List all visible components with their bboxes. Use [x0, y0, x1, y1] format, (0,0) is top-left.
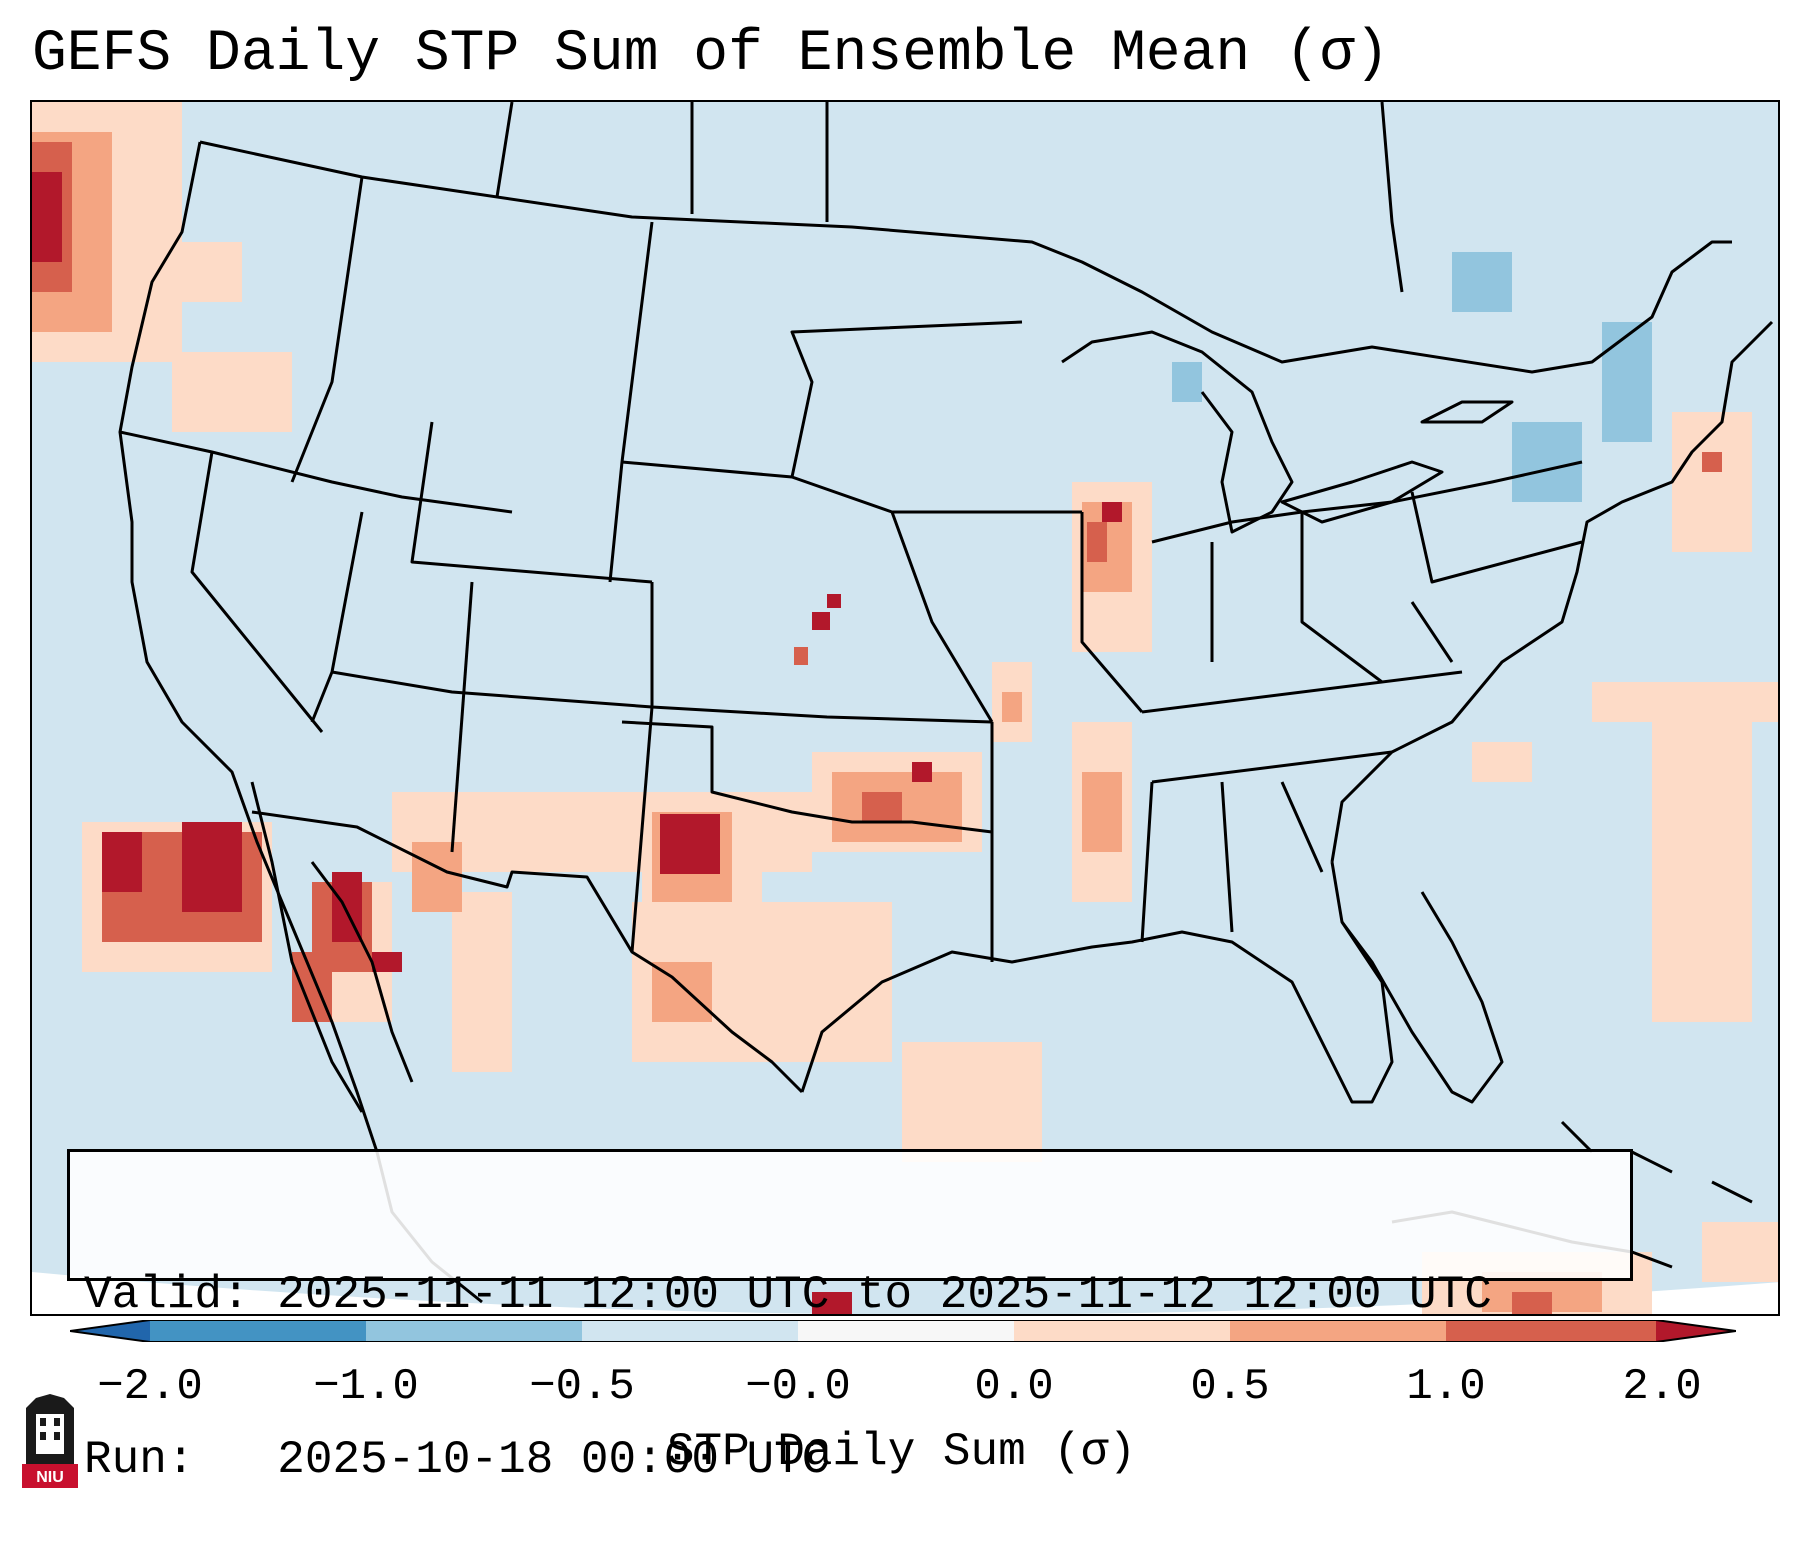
- colorbar-tick-label: −0.0: [745, 1362, 851, 1412]
- valid-run-info-box: Valid: 2025-11-11 12:00 UTC to 2025-11-1…: [67, 1149, 1633, 1486]
- state-line-19: [1151, 750, 1393, 784]
- colorbar-bin-4: [798, 1320, 1014, 1342]
- state-line-12: [621, 720, 993, 834]
- state-line-21: [1151, 460, 1583, 544]
- colorbar-bin-1: [150, 1320, 366, 1342]
- anomaly-cells: [32, 102, 1778, 1314]
- niu-logo-icon: NIU: [22, 1394, 78, 1488]
- state-line-23: [1410, 491, 1583, 584]
- colorbar-bin-7: [1446, 1320, 1656, 1342]
- valid-label: Valid:: [84, 1269, 250, 1321]
- colorbar-tick-label: 0.0: [974, 1362, 1054, 1412]
- florida-outline: [1340, 891, 1504, 1104]
- state-line-18: [1141, 670, 1463, 714]
- run-label: Run:: [84, 1434, 195, 1486]
- valid-value: 2025-11-11 12:00 UTC to 2025-11-12 12:00…: [277, 1269, 1492, 1321]
- colorbar-tick-label: −2.0: [97, 1362, 203, 1412]
- east-coastline: [1330, 320, 1774, 863]
- colorbar-extend-low: [70, 1320, 150, 1342]
- colorbar-bin-5: [1014, 1320, 1230, 1342]
- colorbar-label: STP Daily Sum (σ): [666, 1426, 1137, 1478]
- valid-row: Valid: 2025-11-11 12:00 UTC to 2025-11-1…: [84, 1268, 1630, 1323]
- logo-text: NIU: [36, 1469, 64, 1486]
- great-lakes-outline-3: [1420, 400, 1514, 424]
- colorbar: [70, 1320, 1736, 1342]
- state-line-16: [890, 511, 994, 723]
- colorbar-bin-6: [1230, 1320, 1446, 1342]
- us-canada-border: [199, 140, 1732, 374]
- state-line-9: [450, 581, 474, 853]
- colorbar-tick-label: −0.5: [529, 1362, 635, 1412]
- colorbar-bin-2: [366, 1320, 582, 1342]
- state-line-10: [650, 582, 993, 724]
- state-line-11: [630, 706, 654, 953]
- map-svg: [32, 102, 1778, 1314]
- state-line-14: [790, 320, 1023, 478]
- colorbar-tick-label: 0.5: [1190, 1362, 1270, 1412]
- run-row: Run: 2025-10-18 00:00 UTC: [84, 1433, 1630, 1488]
- great-lakes-outline-1: [1061, 330, 1294, 534]
- great-lakes-outline-2: [1280, 460, 1444, 524]
- state-line-20: [1140, 781, 1324, 943]
- state-line-2: [290, 176, 364, 483]
- colorbar-tick-label: 2.0: [1622, 1362, 1702, 1412]
- run-value: 2025-10-18 00:00 UTC: [277, 1434, 830, 1486]
- colorbar-tick-label: 1.0: [1406, 1362, 1486, 1412]
- state-line-5: [410, 421, 653, 584]
- colorbar-tick-label: −1.0: [313, 1362, 419, 1412]
- baja-coast: [250, 781, 414, 1113]
- colorbar-bin-3: [582, 1320, 798, 1342]
- projection-edge: [32, 1272, 1778, 1314]
- map-panel: [30, 100, 1780, 1316]
- state-line-8: [331, 670, 653, 709]
- chart-title: GEFS Daily STP Sum of Ensemble Mean (σ): [32, 22, 1390, 87]
- state-line-3: [190, 451, 324, 733]
- bahamas-outline: [1560, 1120, 1753, 1204]
- canada-province-borders: [495, 102, 1404, 293]
- boundaries: [118, 102, 1774, 1304]
- state-line-1: [119, 430, 513, 514]
- gulf-coastline: [800, 861, 1394, 1104]
- us-mexico-border: [251, 810, 804, 1094]
- colorbar-extend-high: [1656, 1320, 1736, 1342]
- state-line-22: [1210, 512, 1454, 684]
- state-line-17: [1080, 512, 1144, 713]
